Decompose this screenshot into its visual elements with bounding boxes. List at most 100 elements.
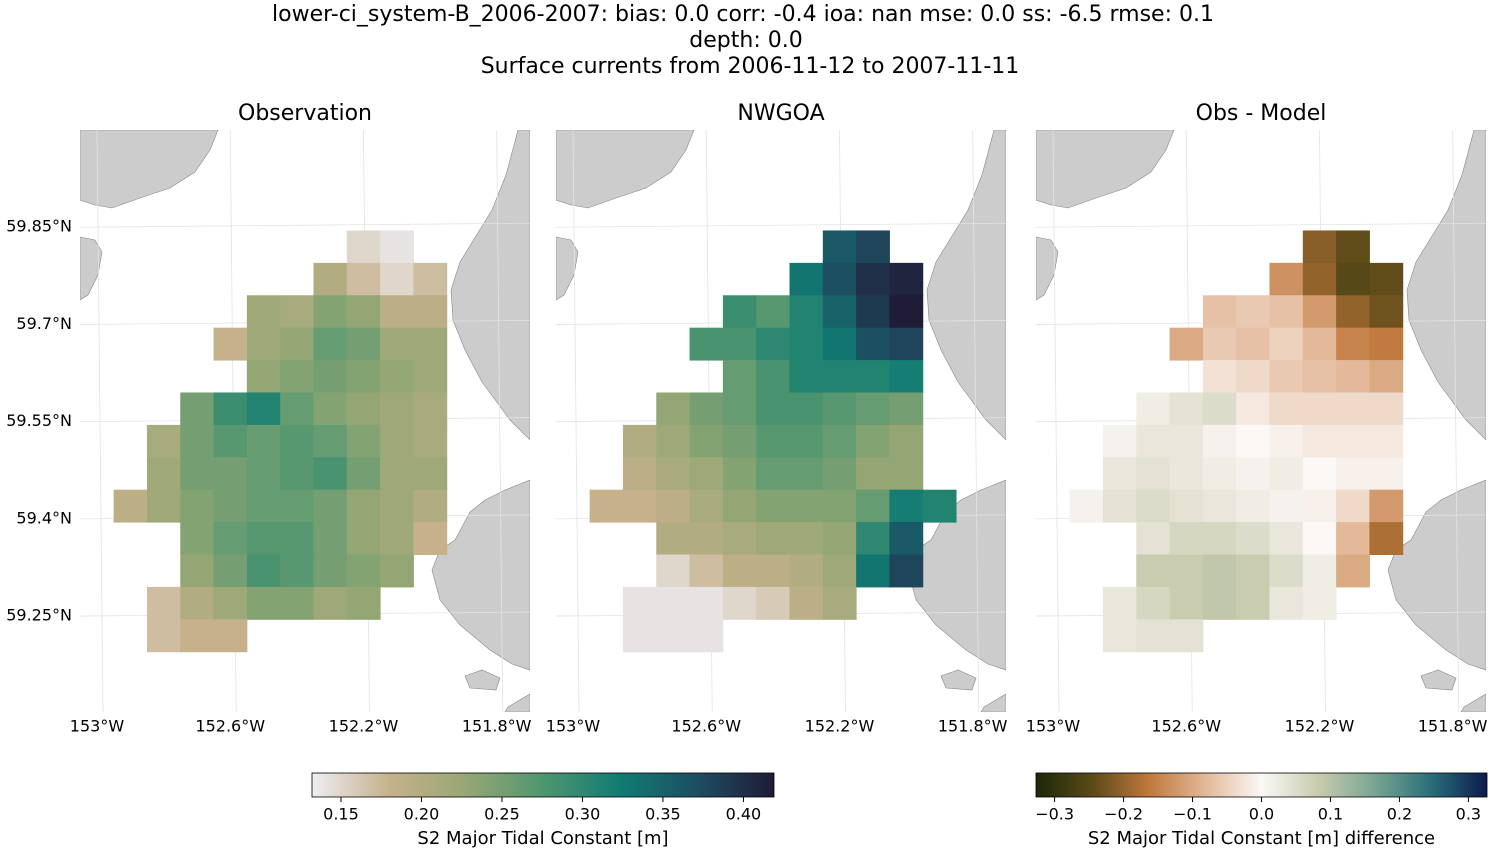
cell [822,262,857,296]
cell [1236,586,1270,620]
x-tick-label: 153°W [546,717,601,736]
x-tick-label: 151.8°W [938,717,1008,736]
cell [856,327,890,361]
cell [246,424,281,458]
cell [1102,457,1137,491]
cell [1236,554,1270,588]
cell [280,360,314,393]
cell [1336,392,1370,426]
cell [1136,392,1171,426]
cell [1169,392,1204,426]
cell [313,586,348,620]
x-tick-label: 151.8°W [462,717,532,736]
cell [856,489,890,523]
cell [822,392,857,426]
cell [1369,295,1404,329]
cell [689,327,724,361]
cell [689,424,724,458]
cell [722,489,757,523]
cell [246,586,281,620]
cell [380,457,414,491]
cell [380,295,414,329]
suptitle: lower-ci_system-B_2006-2007: bias: 0.0 c… [272,2,1214,27]
cell [1202,457,1237,491]
colorbar-tick-label: 0.0 [1249,805,1274,824]
cell [1202,489,1237,523]
x-tick-label: 152.2°W [329,717,399,736]
cell [180,586,215,620]
cell [756,360,790,393]
cell [1269,327,1304,361]
cell [1269,262,1304,296]
cell [789,295,824,329]
cell [1302,586,1337,620]
cell [856,262,890,296]
cell [589,489,624,523]
colorbar-tick-label: 0.1 [1318,805,1343,824]
cell [1336,327,1370,361]
cell [789,360,824,393]
cell [1202,554,1237,588]
cell [1336,554,1370,588]
cell [889,262,924,296]
x-tick-label: 152.6°W [1151,717,1221,736]
cell [313,522,348,556]
cell [213,424,248,458]
cell [1336,295,1370,329]
colorbar-tick-label: −0.1 [1173,805,1212,824]
cell [689,489,724,523]
cell [246,327,281,361]
cell [246,392,281,426]
cell [1302,327,1337,361]
cell [889,489,924,523]
cell [213,619,248,653]
cell [722,554,757,588]
cell [656,489,691,523]
cell [1202,360,1237,393]
colorbar-tick-label: 0.35 [645,805,681,824]
grid-line [972,130,980,712]
cell [1269,586,1304,620]
grid-line [572,130,580,712]
y-tick-label: 59.25°N [6,606,72,625]
cell [756,392,790,426]
colorbar-tick-label: 0.40 [726,805,762,824]
cell [380,554,414,588]
cell [1102,619,1137,653]
cell [380,522,414,556]
cell [622,489,657,523]
cell [180,457,215,491]
cell [1169,586,1204,620]
cell [180,522,215,556]
grid-line [96,130,104,712]
cell [346,586,381,620]
cell [313,295,348,329]
cell [280,424,314,458]
colorbar-tick-label: −0.3 [1035,805,1074,824]
x-tick-label: 152.2°W [1285,717,1355,736]
cell [1369,522,1404,556]
cell [856,230,890,264]
cell [656,392,691,426]
cell [1302,457,1337,491]
cell [1169,457,1204,491]
panel [80,130,530,712]
cell [1136,489,1171,523]
cell [856,295,890,329]
cell [789,424,824,458]
cell [1136,586,1171,620]
cell [789,586,824,620]
cell [822,360,857,393]
cell [1336,230,1370,264]
cell [246,295,281,329]
cell [756,424,790,458]
cell [146,424,181,458]
colorbar-tick-label: −0.2 [1104,805,1143,824]
cell [180,424,215,458]
cell [689,586,724,620]
cell [822,457,857,491]
cell [346,489,381,523]
cell [246,360,281,393]
cell [1136,424,1171,458]
